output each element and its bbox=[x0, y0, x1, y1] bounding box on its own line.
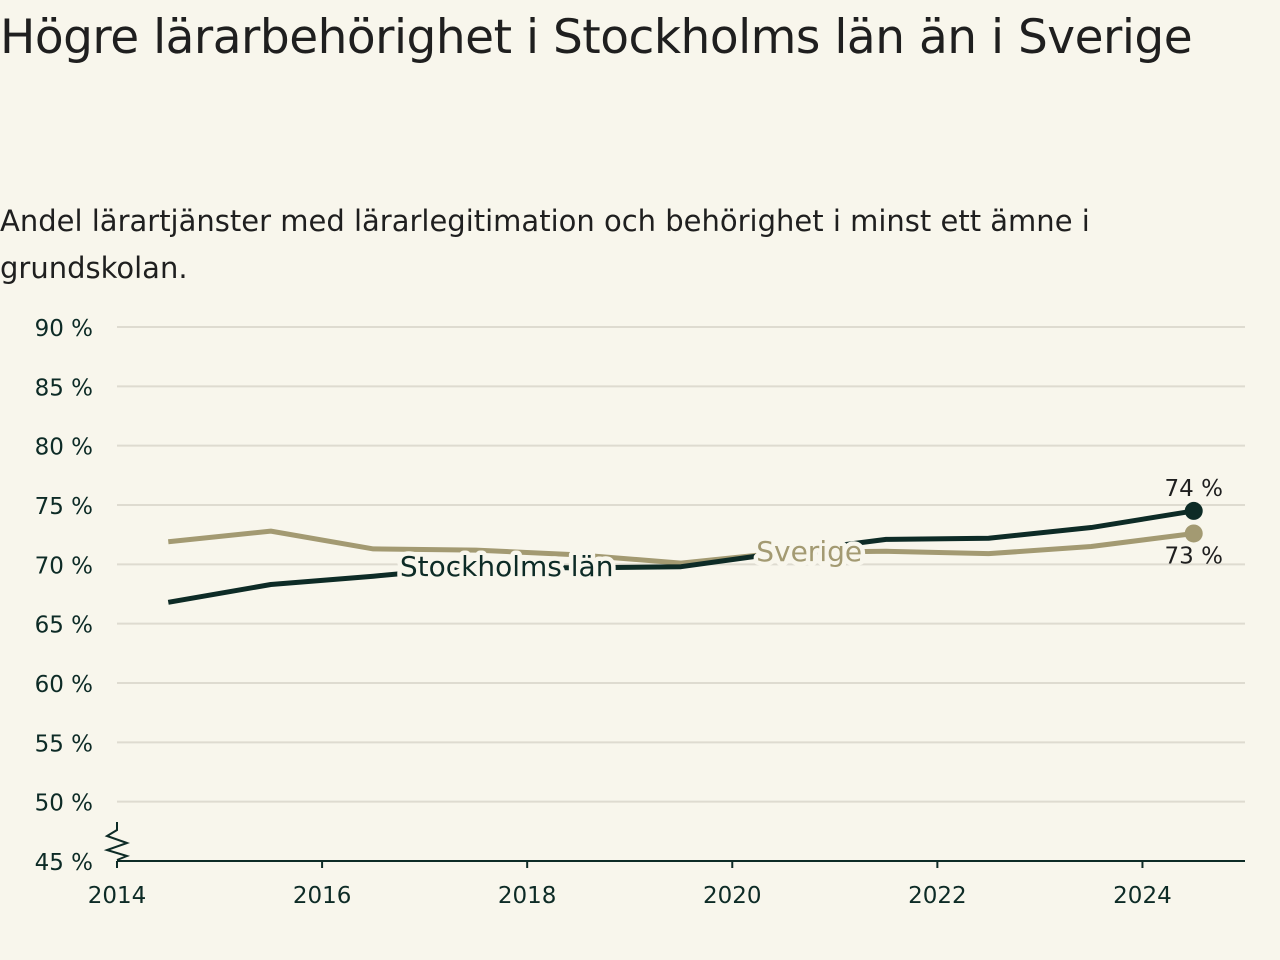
series-labels: Sverige Stockholms län 74 % 73 % bbox=[395, 476, 1223, 588]
y-tick-label: 50 % bbox=[35, 791, 93, 817]
y-tick-label: 55 % bbox=[35, 731, 93, 757]
x-tick-label: 2016 bbox=[293, 883, 352, 909]
y-axis: 45 % 50 % 55 % 60 % 65 % 70 % 75 % 80 % 85 % 90 % bbox=[35, 316, 131, 876]
series-line-sverige bbox=[168, 528, 1195, 566]
y-tick-label: 75 % bbox=[35, 494, 93, 520]
x-tick-label: 2018 bbox=[498, 883, 557, 909]
series-label-stockholms-län: Stockholms län bbox=[400, 550, 614, 583]
end-value-label-stockholms-lan: 74 % bbox=[1165, 476, 1223, 502]
y-tick-label: 45 % bbox=[35, 850, 93, 876]
y-tick-label: 60 % bbox=[35, 672, 93, 698]
x-tick-label: 2024 bbox=[1113, 883, 1172, 909]
y-tick-label: 80 % bbox=[35, 435, 93, 461]
end-point-stockholms-län bbox=[1184, 501, 1203, 520]
y-tick-label: 85 % bbox=[35, 375, 93, 401]
x-axis: 2014 2016 2018 2020 2022 2024 bbox=[88, 860, 1245, 909]
series-label-sverige: Sverige bbox=[756, 535, 862, 568]
y-tick-label: 90 % bbox=[35, 316, 93, 342]
x-tick-label: 2020 bbox=[703, 883, 762, 909]
y-tick-label: 65 % bbox=[35, 613, 93, 639]
chart-title: Högre lärarbehörighet i Stockholms län ä… bbox=[0, 10, 1193, 65]
axis-break-icon bbox=[103, 822, 131, 861]
x-tick-label: 2022 bbox=[908, 883, 967, 909]
series-lines bbox=[167, 501, 1203, 605]
y-tick-label: 70 % bbox=[35, 553, 93, 579]
chart-subtitle: Andel lärartjänster med lärarlegitimatio… bbox=[0, 204, 1090, 285]
end-point-sverige bbox=[1184, 524, 1203, 543]
end-value-label-sverige: 73 % bbox=[1165, 543, 1223, 569]
series-line-stockholms-län bbox=[167, 508, 1195, 605]
x-tick-label: 2014 bbox=[88, 883, 147, 909]
